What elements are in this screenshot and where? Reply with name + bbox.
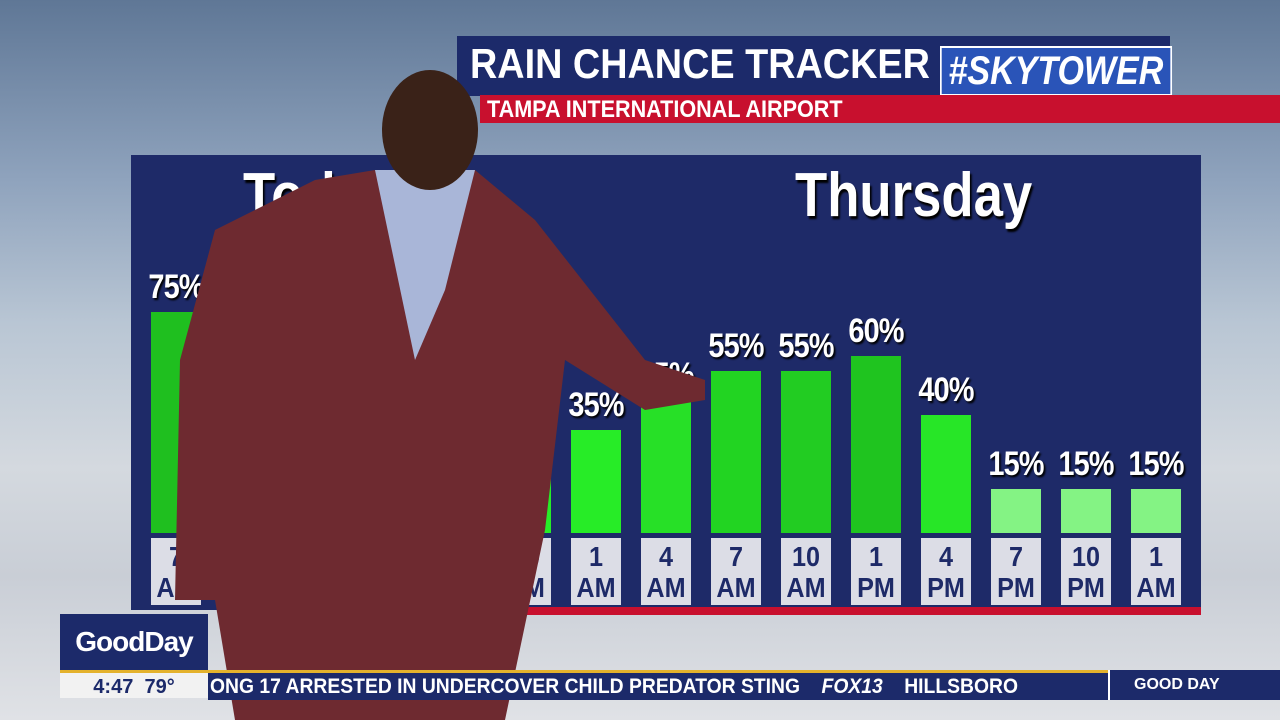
tick-ampm: PM <box>1067 572 1105 603</box>
bar <box>921 415 971 533</box>
day-label-thursday: Thursday <box>795 161 1033 230</box>
bar <box>781 370 831 533</box>
bar-value-label: 75% <box>148 267 204 306</box>
temperature: 79° <box>144 676 175 698</box>
tick-hour: 10 <box>791 541 821 572</box>
ticker-headline: ONG 17 ARRESTED IN UNDERCOVER CHILD PRED… <box>210 675 801 698</box>
bar <box>991 488 1041 533</box>
day-label-today: Today <box>243 161 395 230</box>
bar-value-label: 40% <box>428 371 484 409</box>
chart-title: RAIN CHANCE TRACKER <box>470 40 930 87</box>
location-subtitle: TAMPA INTERNATIONAL AIRPORT <box>487 96 843 123</box>
time-tick-label: 4 AM <box>641 538 691 605</box>
tick-hour: 10 <box>1071 541 1101 572</box>
bar-value-label: 55% <box>708 326 764 365</box>
tick-hour: 1 <box>588 541 604 572</box>
tick-hour: 7 <box>168 541 184 572</box>
tick-ampm: AM <box>576 572 616 603</box>
tick-ampm: AM <box>716 572 756 603</box>
time-tick-label: 1 AM <box>1131 538 1181 605</box>
bar-value-label: 40% <box>498 371 554 409</box>
time-tick-label: 7 PM <box>991 538 1041 605</box>
skytower-logo: #SKYTOWER <box>940 46 1172 96</box>
tick-hour: 7 <box>728 541 744 572</box>
tick-ampm: AM <box>786 572 826 603</box>
bar <box>641 400 691 533</box>
news-ticker <box>208 670 1280 700</box>
tick-ampm: PM <box>857 572 895 603</box>
time-tick-label: 4 PM <box>921 538 971 605</box>
tick-ampm: AM <box>156 572 196 603</box>
bar <box>151 311 201 533</box>
bar <box>711 370 761 533</box>
time-tick-label: 1 PM <box>851 538 901 605</box>
tick-ampm: PM <box>997 572 1035 603</box>
time-tick-label: 1 AM <box>571 538 621 605</box>
tick-hour: 7 <box>448 541 464 572</box>
tick-ampm: PM <box>437 572 475 603</box>
bar <box>571 429 621 533</box>
subtitle-banner <box>480 95 1280 123</box>
ticker-location: HILLSBORO <box>904 675 1018 698</box>
tick-hour: 1 <box>868 541 884 572</box>
tick-ampm: AM <box>646 572 686 603</box>
bar-value-label: 55% <box>778 326 834 365</box>
bar <box>1061 488 1111 533</box>
bar-value-label: 15% <box>1128 444 1184 483</box>
bar <box>851 356 901 533</box>
time-tick-label: 7 AM <box>711 538 761 605</box>
bar-value-label: 15% <box>988 444 1044 483</box>
time-tick-label: 10 PM <box>501 538 551 605</box>
time-temp: 4:47 79° <box>60 670 208 698</box>
tick-hour: 4 <box>658 541 674 572</box>
show-bug: GoodDay <box>60 614 208 670</box>
tick-hour: 1 <box>1148 541 1164 572</box>
bar <box>501 415 551 533</box>
bar-value-label: 40% <box>918 371 974 409</box>
time-tick-label: 7 AM <box>151 538 201 605</box>
station-logo: FOX13 <box>821 675 883 698</box>
ticker-show-name: GOOD DAY <box>1108 670 1280 700</box>
bar-value-label: 45% <box>638 356 694 395</box>
time-tick-label: 10 PM <box>1061 538 1111 605</box>
bar-value-label: 15% <box>1058 444 1114 483</box>
tick-hour: 10 <box>511 541 541 572</box>
bar <box>431 415 481 533</box>
bar-value-label: 60% <box>848 312 904 350</box>
time-tick-label: 10 AM <box>781 538 831 605</box>
tick-ampm: AM <box>1136 572 1176 603</box>
bar <box>1131 488 1181 533</box>
tick-hour: 4 <box>938 541 954 572</box>
tick-ampm: PM <box>507 572 545 603</box>
bar-value-label: 35% <box>568 385 624 424</box>
tick-ampm: PM <box>927 572 965 603</box>
tick-hour: 7 <box>1008 541 1024 572</box>
time-tick-label: 7 PM <box>431 538 481 605</box>
panel-accent <box>485 607 1201 615</box>
time: 4:47 <box>93 676 134 698</box>
